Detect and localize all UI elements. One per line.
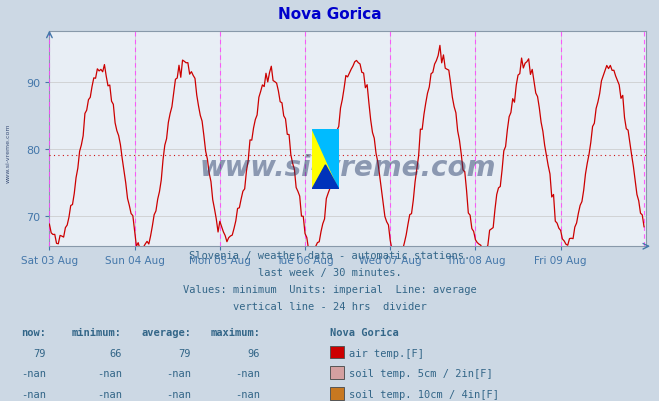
Text: maximum:: maximum:: [210, 327, 260, 337]
Text: last week / 30 minutes.: last week / 30 minutes.: [258, 267, 401, 277]
Text: Nova Gorica: Nova Gorica: [277, 6, 382, 22]
Text: minimum:: minimum:: [72, 327, 122, 337]
Text: -nan: -nan: [166, 389, 191, 399]
Text: 79: 79: [34, 348, 46, 358]
Polygon shape: [312, 129, 339, 190]
Polygon shape: [312, 166, 339, 190]
Text: -nan: -nan: [21, 369, 46, 379]
Text: soil temp. 5cm / 2in[F]: soil temp. 5cm / 2in[F]: [349, 369, 493, 379]
Text: www.si-vreme.com: www.si-vreme.com: [5, 123, 11, 182]
Text: Values: minimum  Units: imperial  Line: average: Values: minimum Units: imperial Line: av…: [183, 284, 476, 294]
Text: www.si-vreme.com: www.si-vreme.com: [200, 153, 496, 181]
Text: -nan: -nan: [21, 389, 46, 399]
Text: average:: average:: [141, 327, 191, 337]
Text: -nan: -nan: [235, 369, 260, 379]
Text: -nan: -nan: [235, 389, 260, 399]
Polygon shape: [312, 129, 339, 190]
Text: soil temp. 10cm / 4in[F]: soil temp. 10cm / 4in[F]: [349, 389, 500, 399]
Text: 66: 66: [109, 348, 122, 358]
Text: -nan: -nan: [97, 389, 122, 399]
Text: air temp.[F]: air temp.[F]: [349, 348, 424, 358]
Text: now:: now:: [21, 327, 46, 337]
Text: -nan: -nan: [97, 369, 122, 379]
Text: Slovenia / weather data - automatic stations.: Slovenia / weather data - automatic stat…: [189, 251, 470, 261]
Text: -nan: -nan: [166, 369, 191, 379]
Text: Nova Gorica: Nova Gorica: [330, 327, 398, 337]
Text: 96: 96: [248, 348, 260, 358]
Text: vertical line - 24 hrs  divider: vertical line - 24 hrs divider: [233, 301, 426, 311]
Text: 79: 79: [179, 348, 191, 358]
